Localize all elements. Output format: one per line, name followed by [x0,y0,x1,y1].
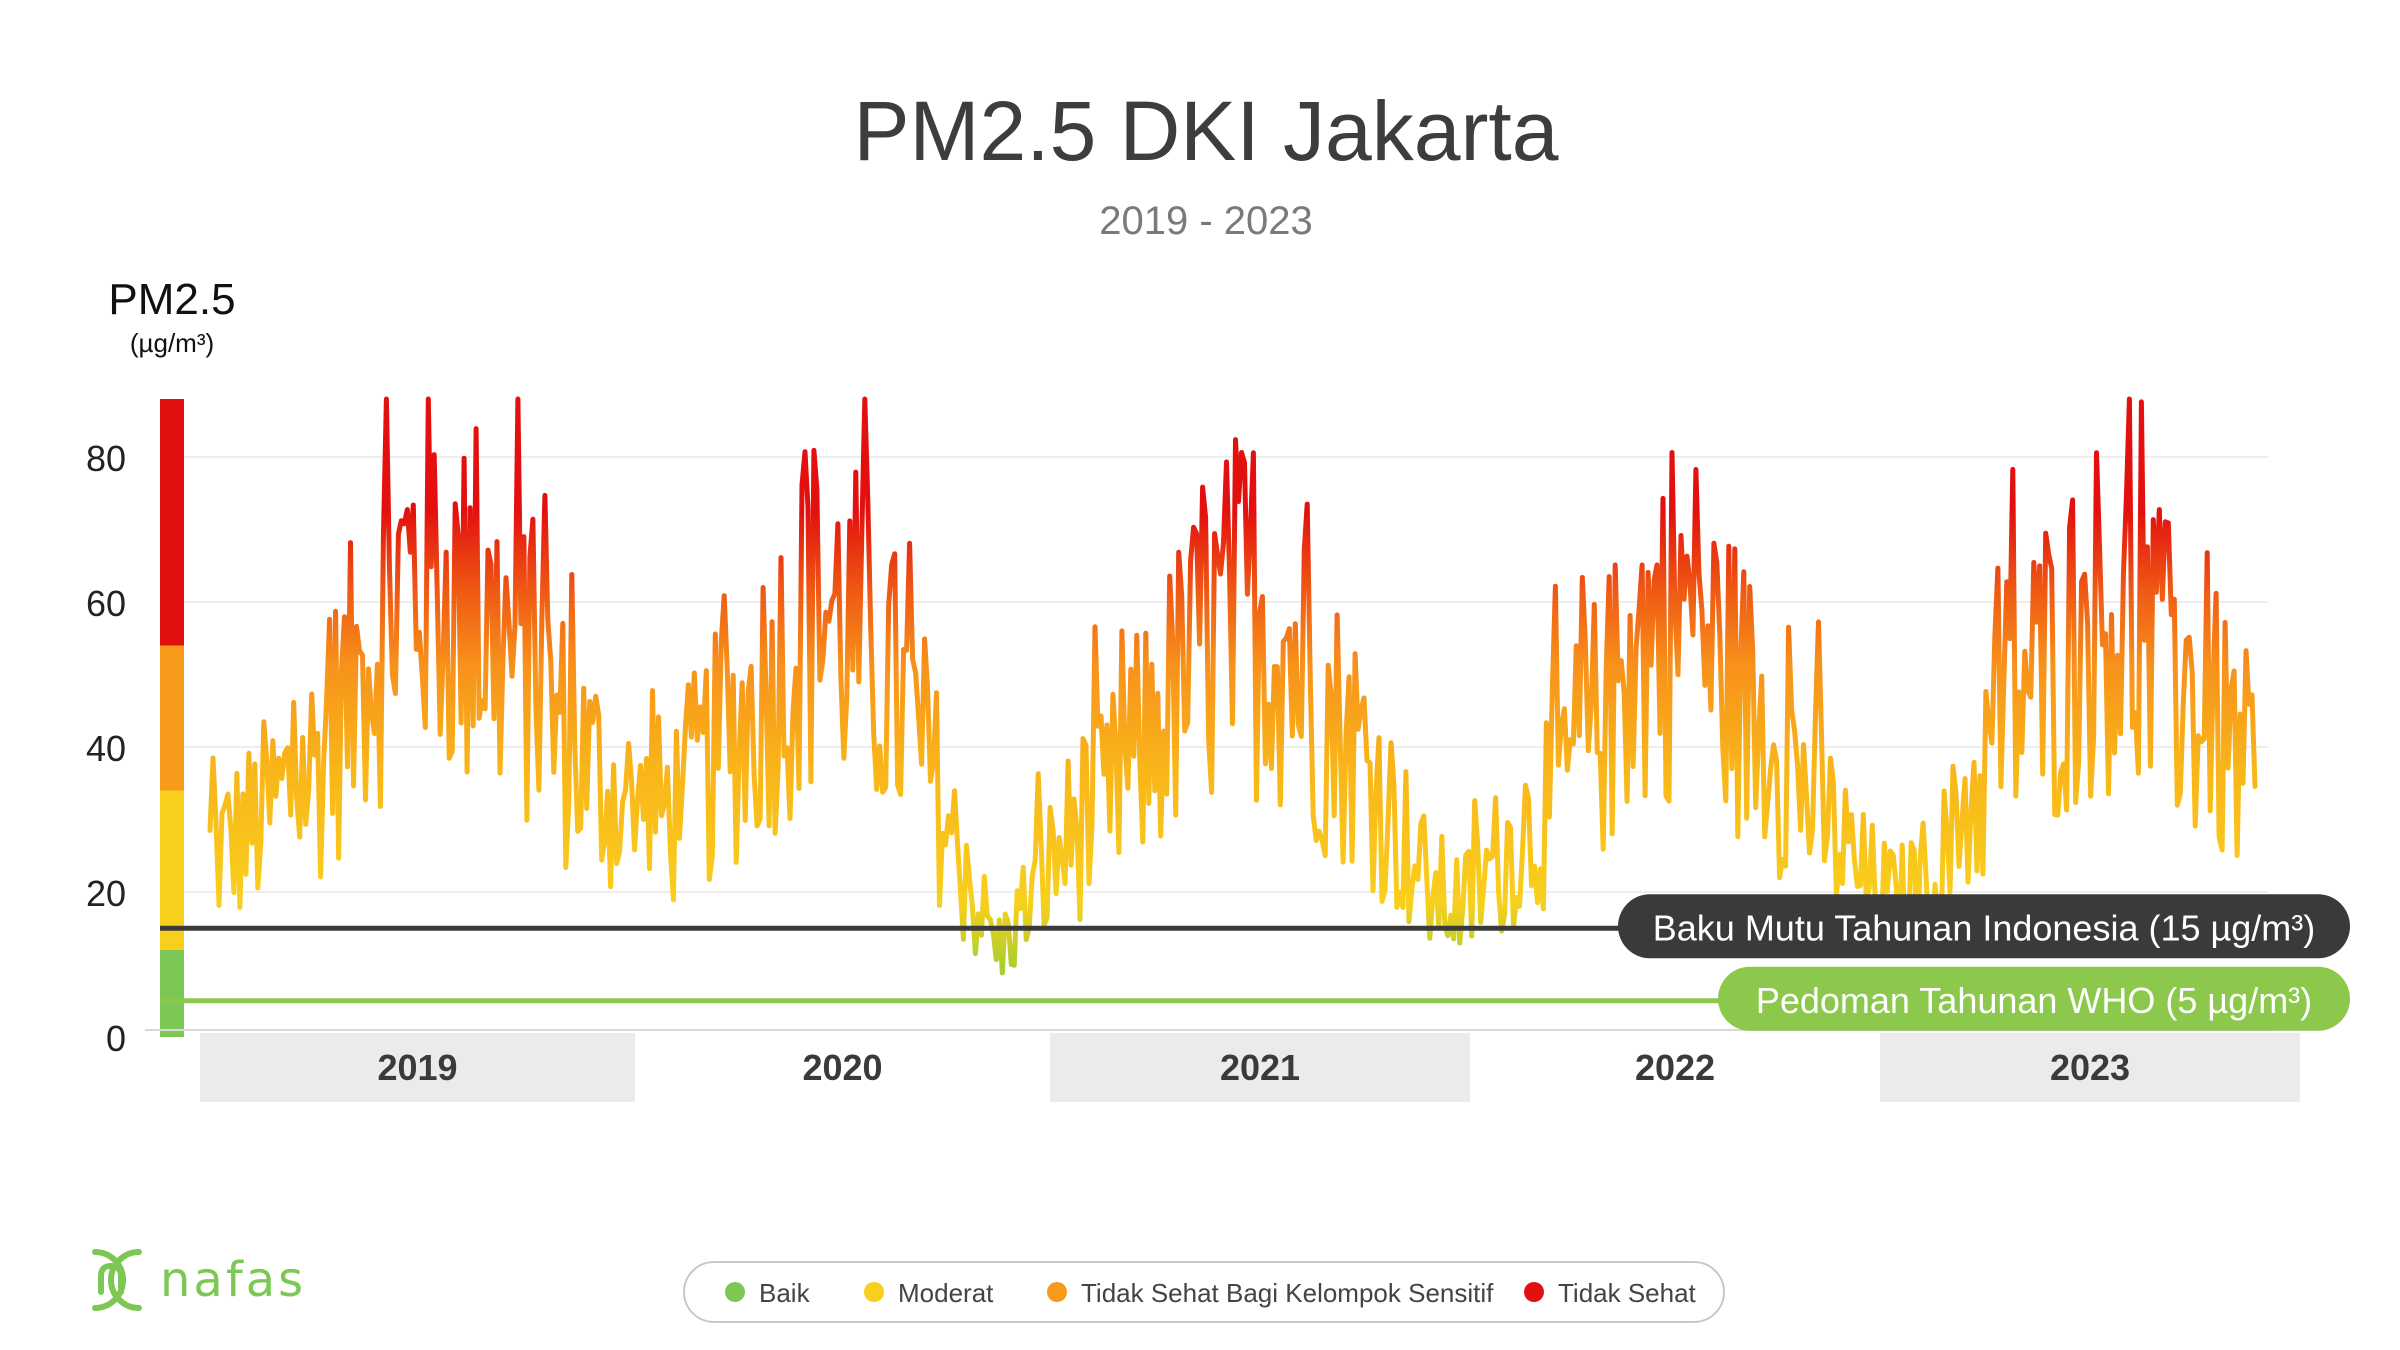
reference-label-who: Pedoman Tahunan WHO (5 µg/m³) [1756,980,2312,1021]
category-band-segment [160,645,184,791]
y-tick-label: 80 [86,438,126,479]
legend: Baik Moderat Tidak Sehat Bagi Kelompok Sen… [683,1261,1725,1323]
legend-swatch [864,1282,884,1302]
chart-title: PM2.5 DKI Jakarta [854,84,1559,178]
legend-items: Baik Moderat Tidak Sehat Bagi Kelompok Sen… [725,1278,1697,1308]
x-tick-label: 2021 [1220,1047,1300,1088]
x-tick-label: 2022 [1635,1047,1715,1088]
nafas-logo-wordmark: nafas [160,1252,306,1308]
nafas-logo: nafas [92,1249,306,1311]
legend-swatch [1524,1282,1544,1302]
y-tick-label: 0 [106,1018,126,1059]
y-tick-label: 20 [86,873,126,914]
y-tick-labels: 0 20 40 60 80 [86,438,126,1059]
year-band [1880,1033,2300,1102]
chart-subtitle: 2019 - 2023 [1099,199,1313,243]
legend-swatch [725,1282,745,1302]
reference-line-indonesia: Baku Mutu Tahunan Indonesia (15 µg/m³) [160,894,2350,959]
reference-label-who-pill [1718,966,2350,1031]
y-axis-unit: (µg/m³) [130,328,214,358]
x-tick-label: 2020 [802,1047,882,1088]
legend-swatch [1047,1282,1067,1302]
category-band-bar [160,399,184,1037]
y-axis-label: PM2.5 [108,275,235,324]
reference-line-who: Pedoman Tahunan WHO (5 µg/m³) [160,966,2350,1031]
legend-box [683,1261,1725,1323]
year-bands: 2019 2020 2021 2022 2023 [200,1033,2300,1102]
series-line-pm25 [207,396,2258,976]
nafas-logo-mark-icon [92,1249,142,1311]
legend-label: Tidak Sehat [1558,1278,1697,1308]
reference-label-indonesia: Baku Mutu Tahunan Indonesia (15 µg/m³) [1653,907,2315,948]
category-band-segment [160,950,184,1037]
legend-label: Moderat [898,1278,994,1308]
y-tick-label: 40 [86,728,126,769]
year-band [200,1033,635,1102]
x-tick-label: 2023 [2050,1047,2130,1088]
year-band [1050,1033,1470,1102]
legend-label: Tidak Sehat Bagi Kelompok Sensitif [1081,1278,1494,1308]
category-band-segment [160,790,184,950]
x-tick-label: 2019 [377,1047,457,1088]
category-band-segment [160,399,184,646]
legend-label: Baik [759,1278,811,1308]
y-tick-label: 60 [86,583,126,624]
reference-label-indonesia-pill [1618,894,2350,959]
